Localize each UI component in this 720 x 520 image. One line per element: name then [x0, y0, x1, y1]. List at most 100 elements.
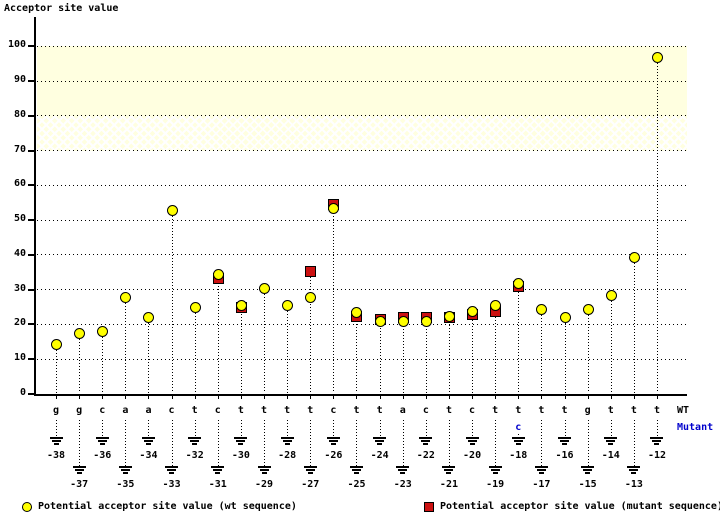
wt-marker — [328, 202, 340, 214]
position-stem — [56, 420, 57, 437]
wt-marker — [74, 328, 86, 340]
ground-icon — [143, 440, 153, 442]
x-axis-tick — [79, 396, 81, 399]
position-stem — [333, 420, 335, 437]
ground-icon — [280, 437, 294, 439]
y-axis-tick — [28, 219, 36, 222]
point-stem — [402, 317, 404, 393]
y-axis-tick — [28, 358, 36, 361]
gridline — [37, 323, 687, 325]
legend-mutant-label: Potential acceptor site value (mutant se… — [440, 501, 720, 512]
point-stem — [217, 274, 219, 393]
sequence-letter: g — [584, 405, 591, 416]
position-stem — [448, 420, 450, 466]
wt-marker — [651, 51, 663, 63]
position-number: -24 — [370, 450, 389, 461]
ground-icon — [515, 443, 521, 445]
point-stem — [587, 308, 589, 393]
gridline — [37, 80, 687, 82]
wt-row-label: WT — [677, 405, 690, 416]
position-stem — [310, 420, 312, 466]
ground-icon — [120, 469, 130, 471]
ground-icon — [213, 469, 223, 471]
position-number: -13 — [624, 479, 643, 490]
position-number: -23 — [393, 479, 412, 490]
position-number: -21 — [439, 479, 458, 490]
point-stem — [79, 333, 81, 393]
ground-icon — [259, 469, 269, 471]
y-axis-label: 40 — [13, 247, 26, 259]
x-axis-tick — [472, 396, 474, 399]
wt-marker — [235, 300, 247, 312]
sequence-letter: t — [307, 405, 314, 416]
gridline — [37, 115, 687, 117]
ground-icon — [328, 440, 338, 442]
wt-marker — [282, 300, 294, 312]
position-stem — [287, 420, 289, 437]
position-number: -32 — [185, 450, 204, 461]
ground-icon — [99, 443, 105, 445]
x-axis-tick — [587, 396, 589, 399]
ground-icon — [558, 437, 572, 439]
position-number: -18 — [509, 450, 528, 461]
sequence-letter: t — [538, 405, 545, 416]
wt-marker — [143, 312, 155, 324]
position-stem — [240, 420, 242, 437]
wt-marker — [559, 312, 571, 324]
y-axis-tick — [28, 253, 36, 256]
position-number: -28 — [278, 450, 297, 461]
point-stem — [171, 209, 173, 393]
point-stem — [287, 305, 289, 393]
position-number: -31 — [208, 479, 227, 490]
position-stem — [379, 420, 381, 437]
position-number: -20 — [463, 450, 482, 461]
ground-icon — [562, 443, 568, 445]
point-stem — [448, 315, 450, 393]
wt-marker — [189, 302, 201, 314]
ground-icon — [631, 472, 637, 474]
sequence-letter: a — [399, 405, 406, 416]
ground-icon — [398, 469, 408, 471]
position-stem — [217, 420, 219, 466]
sequence-letter: a — [145, 405, 152, 416]
y-axis-tick — [28, 80, 36, 83]
ground-icon — [585, 472, 591, 474]
position-number: -14 — [601, 450, 620, 461]
gridline — [37, 289, 687, 291]
wt-marker — [166, 204, 178, 216]
ground-icon — [118, 466, 132, 468]
ground-icon — [74, 469, 84, 471]
wt-marker — [351, 307, 363, 319]
legend-item-wt: Potential acceptor site value (wt sequen… — [22, 501, 297, 513]
point-stem — [495, 305, 497, 393]
ground-icon — [465, 437, 479, 439]
y-axis-label: 20 — [13, 317, 26, 329]
wt-marker — [467, 305, 479, 317]
wt-marker — [443, 310, 455, 322]
x-axis-tick — [240, 396, 242, 399]
point-stem — [541, 308, 543, 393]
y-axis-label: 50 — [13, 213, 26, 225]
ground-icon — [76, 472, 82, 474]
mutant-marker-icon — [424, 502, 434, 512]
position-number: -12 — [647, 450, 667, 461]
sequence-letter: c — [469, 405, 476, 416]
gridline — [37, 254, 687, 256]
ground-icon — [307, 472, 313, 474]
mutant-row-label: Mutant — [677, 422, 714, 433]
position-stem — [194, 420, 196, 437]
sequence-letter: g — [52, 405, 60, 416]
y-axis-label: 90 — [13, 74, 26, 86]
x-axis-tick — [448, 396, 450, 399]
position-stem — [495, 420, 497, 466]
ground-icon — [282, 440, 292, 442]
position-stem — [264, 420, 266, 466]
ground-icon — [234, 437, 248, 439]
ground-icon — [326, 437, 340, 439]
point-stem — [656, 56, 658, 393]
position-stem — [148, 420, 150, 437]
x-axis-tick — [356, 396, 358, 399]
wt-marker — [305, 291, 317, 303]
wt-marker — [397, 315, 409, 327]
